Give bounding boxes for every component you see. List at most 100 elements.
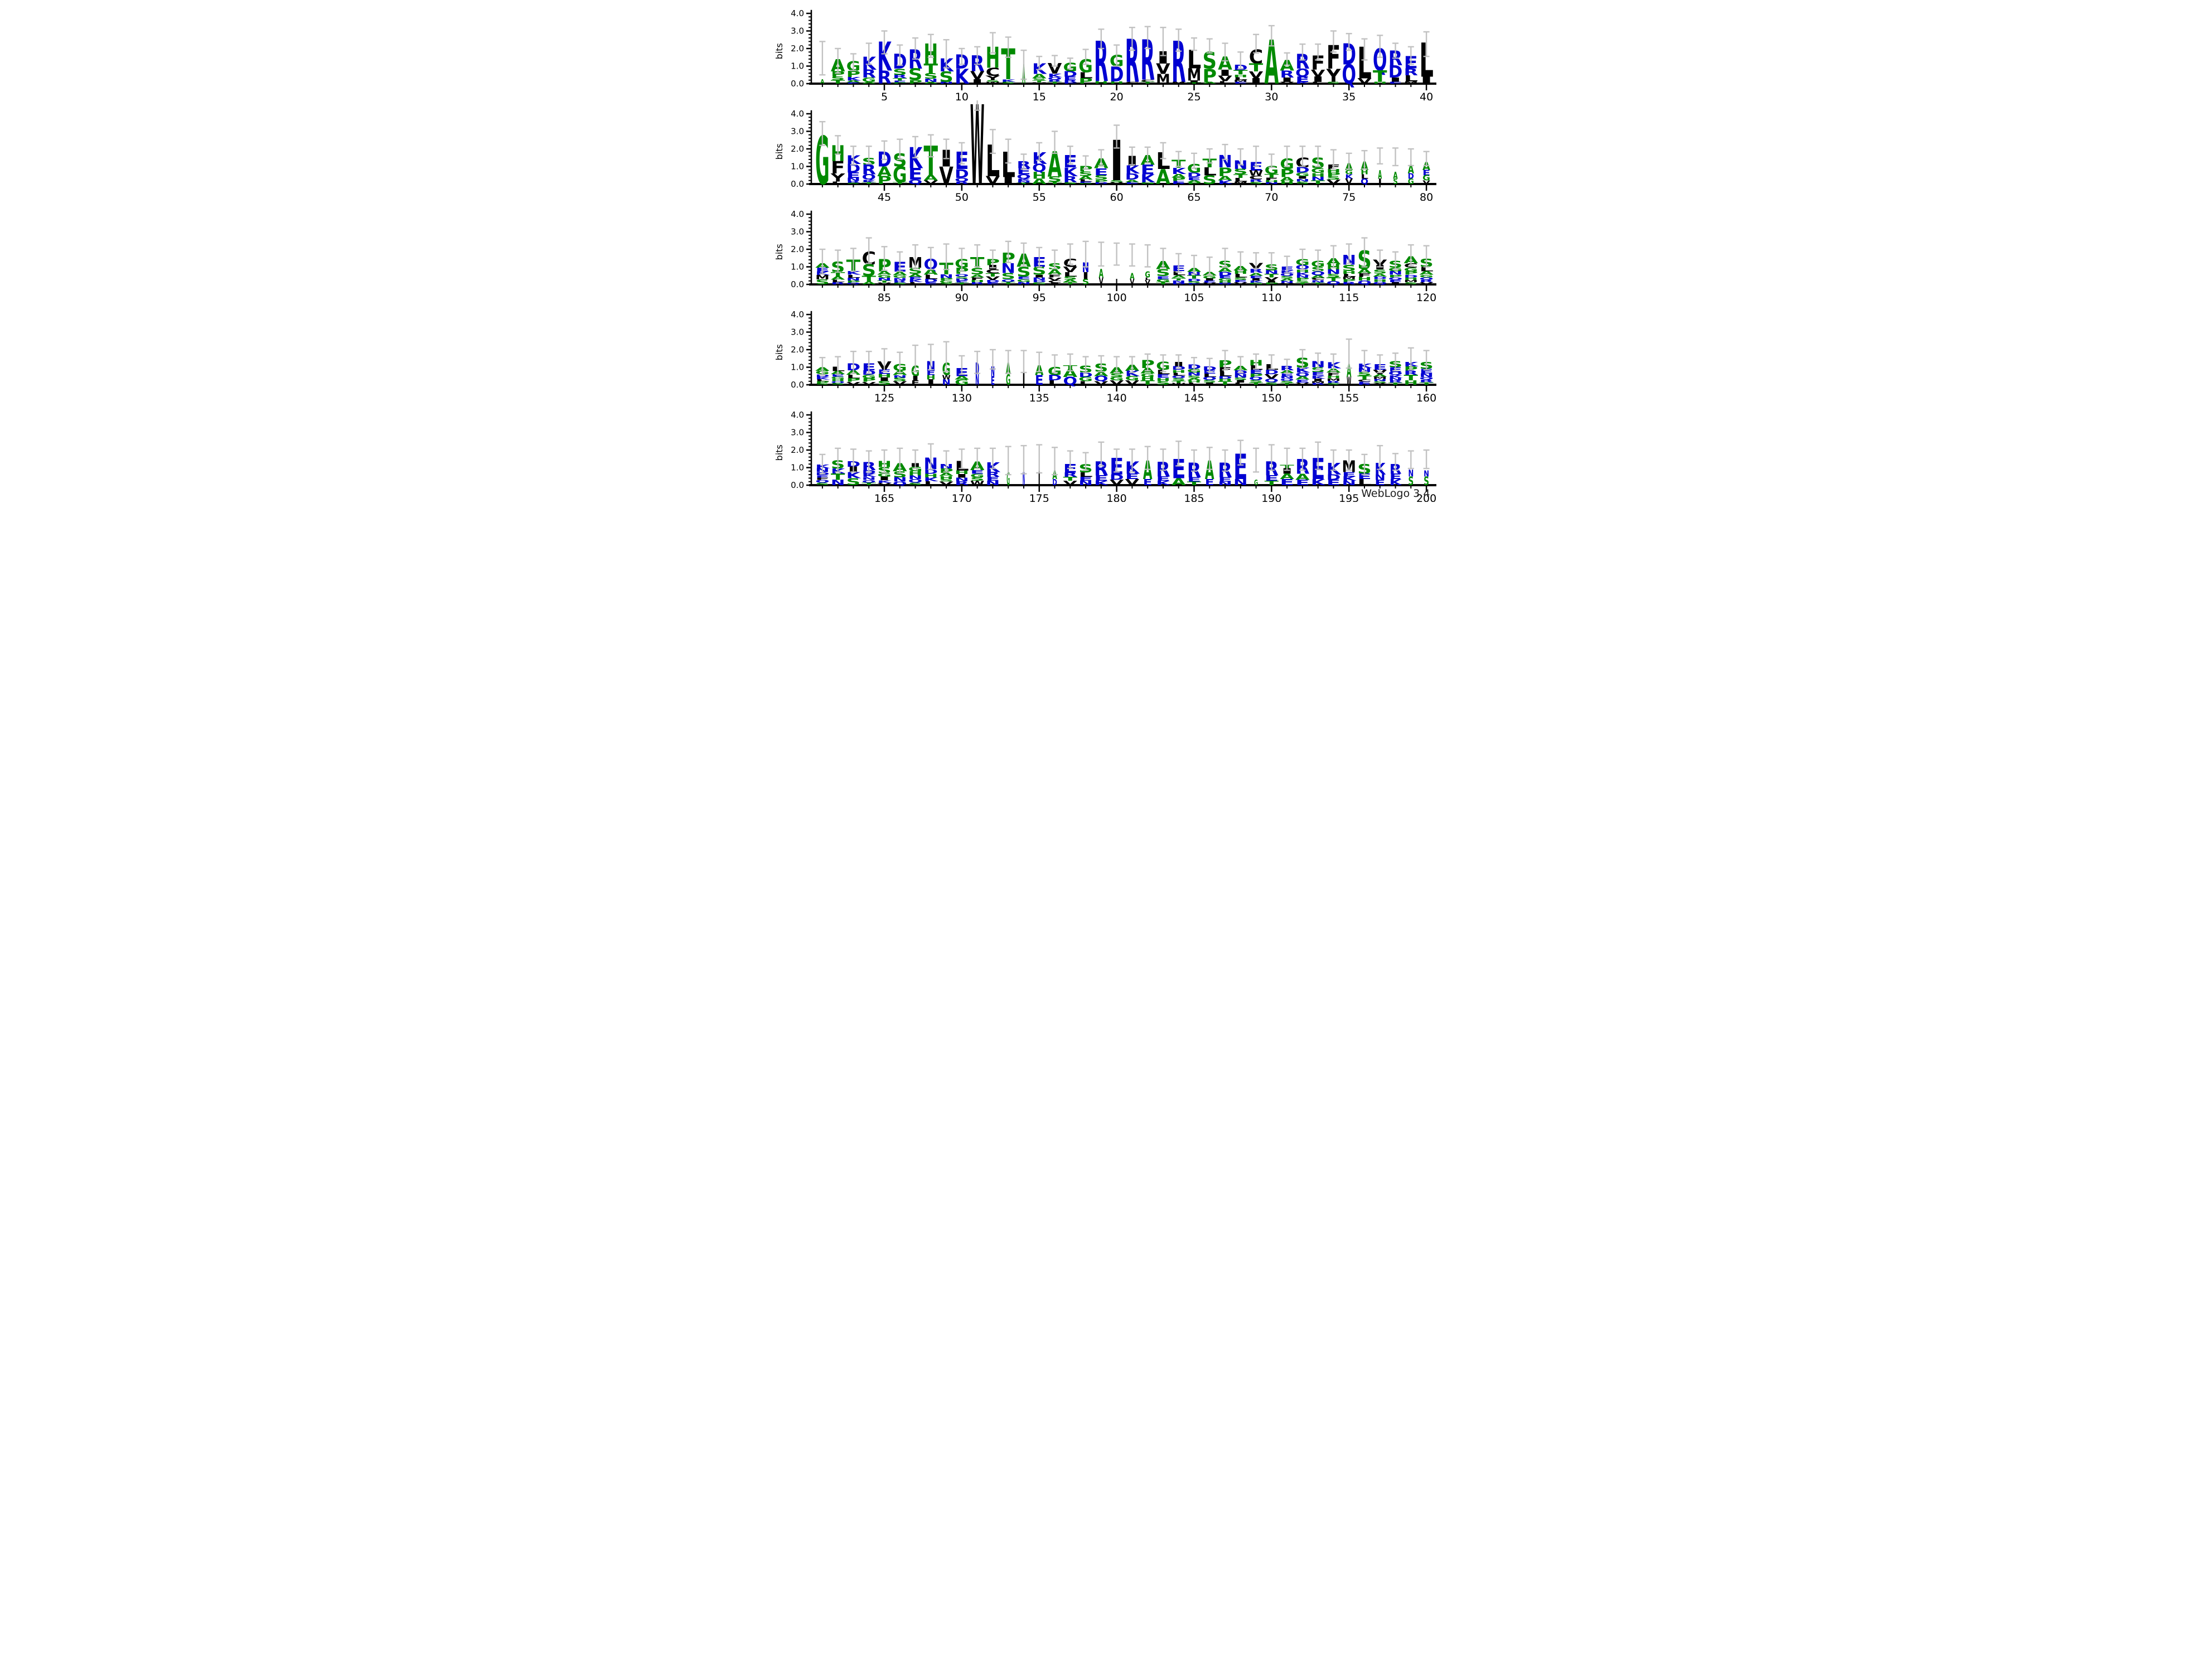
svg-text:T: T bbox=[861, 482, 877, 486]
stack-pos-144: IDHLQSTW bbox=[1171, 354, 1187, 385]
logo-letter: H bbox=[1156, 378, 1170, 382]
svg-text:H: H bbox=[1361, 169, 1368, 176]
svg-text:H: H bbox=[1171, 370, 1185, 374]
svg-text:L: L bbox=[1078, 381, 1093, 386]
logo-letter: W bbox=[970, 100, 984, 201]
logo-letter: P bbox=[1280, 167, 1294, 180]
logo-letter: A bbox=[1393, 171, 1397, 182]
error-bar bbox=[943, 39, 950, 69]
stack-pos-14: A bbox=[1020, 49, 1027, 90]
svg-text:D: D bbox=[1295, 166, 1310, 175]
logo-letter: V bbox=[1109, 478, 1124, 487]
logo-letter: N bbox=[1171, 279, 1185, 283]
logo-letter: D bbox=[923, 279, 938, 284]
logo-letter: M bbox=[1326, 378, 1340, 382]
logo-letter: K bbox=[1017, 178, 1033, 182]
logo-letter: D bbox=[1052, 478, 1057, 488]
svg-text:T: T bbox=[1001, 281, 1016, 286]
logo-letter: Q bbox=[1357, 280, 1372, 286]
logo-letter: S bbox=[877, 380, 892, 386]
svg-text:V: V bbox=[1094, 381, 1110, 386]
svg-text:S: S bbox=[1408, 473, 1414, 488]
svg-text:R: R bbox=[1419, 279, 1435, 283]
svg-text:R: R bbox=[955, 181, 970, 185]
logo-letter: A bbox=[1063, 279, 1078, 283]
svg-text:R: R bbox=[955, 481, 970, 487]
logo-letter: P bbox=[1388, 274, 1402, 278]
logo-letter: S bbox=[1094, 175, 1109, 181]
logo-letter: H bbox=[1140, 376, 1155, 382]
svg-text:V: V bbox=[1422, 180, 1431, 186]
logo-letter: S bbox=[1280, 380, 1294, 384]
logo-letter: S bbox=[1248, 379, 1263, 383]
logo-letter: T bbox=[1140, 81, 1156, 84]
y-tick-label: 2.0 bbox=[791, 43, 804, 54]
stack-pos-22: RCT bbox=[1140, 26, 1156, 93]
error-bar bbox=[1423, 350, 1430, 371]
logo-letter: Q bbox=[1248, 376, 1264, 381]
logo-letter: T bbox=[1264, 273, 1280, 279]
svg-text:N: N bbox=[846, 277, 860, 282]
logo-letter: S bbox=[1063, 182, 1077, 185]
stack-pos-99: AV bbox=[1097, 241, 1104, 287]
svg-text:A: A bbox=[1378, 167, 1382, 182]
stack-pos-104: ELATND bbox=[1171, 253, 1187, 285]
logo-letter: V bbox=[985, 174, 1000, 187]
svg-text:A: A bbox=[955, 375, 970, 381]
logo-letter: A bbox=[877, 270, 893, 276]
logo-letter: E bbox=[1218, 476, 1232, 483]
svg-text:C: C bbox=[1357, 379, 1372, 383]
logo-letter: H bbox=[1361, 169, 1368, 176]
y-tick-label: 3.0 bbox=[791, 127, 804, 137]
error-bar bbox=[1159, 354, 1166, 373]
logo-letter: H bbox=[1187, 380, 1201, 384]
error-bar bbox=[1190, 37, 1197, 51]
logo-letter: H bbox=[1342, 270, 1356, 275]
logo-letter: A bbox=[1373, 273, 1387, 278]
logo-letter: Q bbox=[1361, 177, 1368, 186]
svg-text:M: M bbox=[815, 275, 830, 281]
svg-text:H: H bbox=[1233, 74, 1248, 78]
svg-text:R: R bbox=[1063, 472, 1077, 478]
error-bar bbox=[1423, 449, 1430, 470]
x-tick-label: 140 bbox=[1106, 392, 1126, 402]
svg-text:D: D bbox=[1403, 274, 1418, 278]
error-bar bbox=[1392, 352, 1398, 372]
error-bar bbox=[912, 449, 918, 470]
logo-letter: I bbox=[970, 79, 984, 85]
logo-letter: V bbox=[1345, 177, 1353, 186]
error-bar bbox=[1159, 448, 1166, 471]
logo-letter: K bbox=[1342, 476, 1358, 482]
y-axis-title: bits bbox=[775, 444, 785, 461]
stack-pos-52: LV bbox=[985, 129, 1000, 187]
logo-letter: F bbox=[815, 477, 830, 481]
svg-text:M: M bbox=[1171, 81, 1185, 84]
logo-letter: D bbox=[1063, 70, 1077, 79]
logo-letter: K bbox=[1357, 363, 1373, 370]
svg-text:I: I bbox=[1419, 75, 1434, 86]
stack-pos-133: AG bbox=[1005, 350, 1011, 389]
logo-letter: Q bbox=[892, 481, 907, 487]
svg-text:A: A bbox=[1063, 367, 1077, 380]
logo-letter: L bbox=[815, 379, 830, 382]
svg-text:S: S bbox=[1357, 371, 1372, 377]
logo-letter: E bbox=[1156, 374, 1170, 379]
stack-pos-83: TKLNPQ bbox=[846, 248, 861, 285]
svg-text:L: L bbox=[1310, 81, 1325, 84]
logo-letter: V bbox=[1202, 282, 1217, 285]
svg-text:F: F bbox=[1326, 372, 1340, 376]
svg-text:W: W bbox=[1248, 169, 1263, 178]
stack-pos-169: NPAHSV bbox=[939, 450, 955, 487]
svg-text:K: K bbox=[1388, 374, 1403, 379]
error-bar bbox=[974, 244, 980, 268]
logo-letter: K bbox=[1295, 81, 1312, 84]
error-bar bbox=[927, 344, 934, 371]
svg-text:L: L bbox=[846, 274, 861, 279]
